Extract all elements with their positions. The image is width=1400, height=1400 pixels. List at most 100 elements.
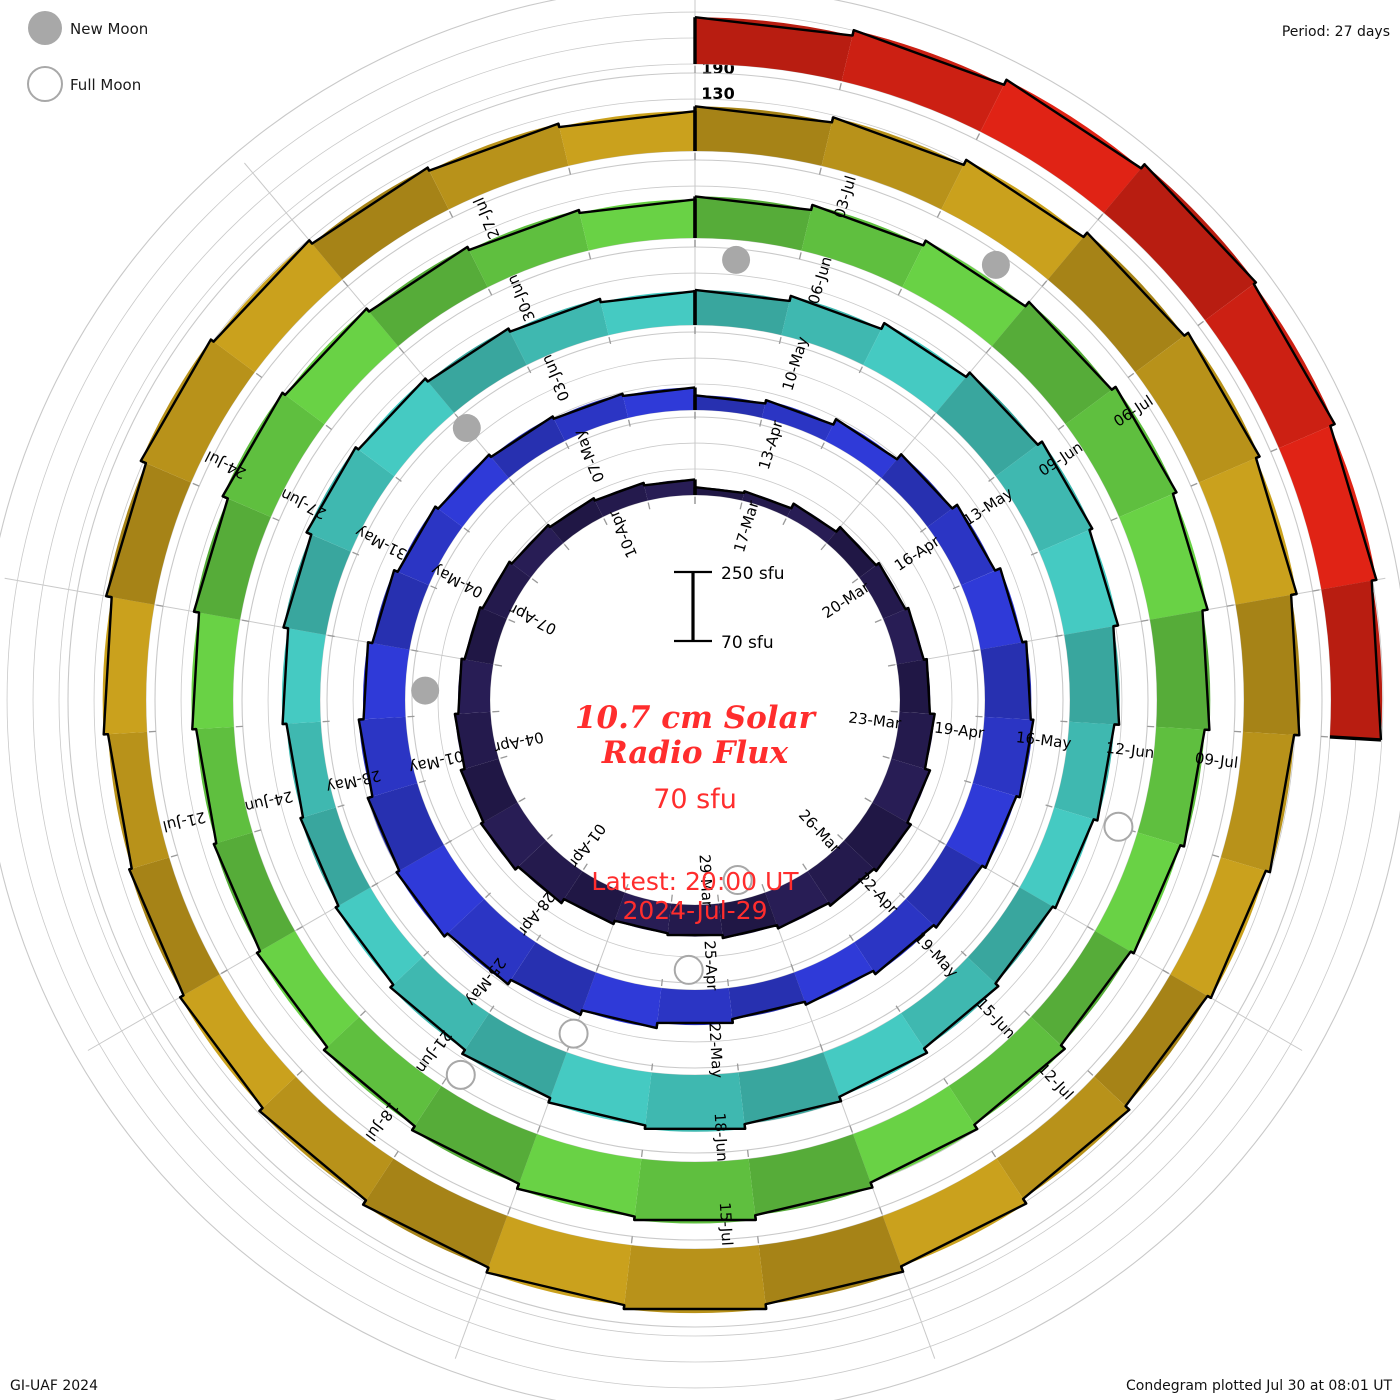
- condegram-day-sector: [222, 392, 325, 518]
- day-tick: [1030, 551, 1038, 556]
- ring-date-label: 03-Jun: [538, 352, 574, 404]
- day-tick: [527, 366, 532, 374]
- condegram-step-riser: [1002, 79, 1008, 86]
- day-tick: [342, 280, 349, 287]
- condegram-day-sector: [283, 534, 351, 635]
- condegram-ring: [191, 195, 1211, 1224]
- scalebar-bottom-label: 70 sfu: [721, 633, 774, 653]
- condegram-step-riser: [1111, 385, 1117, 391]
- new-moon-marker: [452, 414, 481, 443]
- condegram-step-riser: [411, 1125, 416, 1131]
- day-tick: [337, 804, 345, 808]
- ring-date-label: 12-Jun: [1105, 739, 1156, 763]
- day-tick: [991, 1150, 997, 1158]
- day-tick: [761, 883, 766, 891]
- scale-tick-130: 130: [701, 84, 734, 103]
- condegram-day-sector: [781, 295, 882, 365]
- ring-date-label: 01-May: [407, 747, 465, 777]
- day-tick: [660, 979, 664, 987]
- new-moon-marker: [722, 245, 751, 274]
- condegram-day-sector: [486, 1215, 632, 1306]
- condegram-day-sector: [801, 204, 924, 288]
- day-tick: [500, 755, 508, 759]
- day-tick: [568, 167, 572, 175]
- day-tick: [518, 797, 526, 803]
- condegram-day-sector: [107, 731, 170, 869]
- day-tick: [1162, 969, 1170, 975]
- condegram-step-riser: [1172, 491, 1177, 495]
- day-tick: [938, 839, 945, 845]
- condegram-step-riser: [612, 920, 616, 925]
- condegram-day-sector: [1119, 493, 1208, 620]
- condegram-day-sector: [996, 1076, 1130, 1199]
- day-tick: [327, 634, 335, 638]
- condegram-day-sector: [1205, 283, 1335, 449]
- ring-date-label: 16-Apr: [891, 532, 943, 575]
- day-tick: [851, 578, 859, 584]
- day-tick: [255, 372, 263, 379]
- condegram-day-sector: [358, 378, 454, 477]
- ring-date-label: 31-May: [352, 522, 410, 563]
- condegram-day-sector: [559, 111, 695, 166]
- day-tick: [192, 482, 200, 487]
- day-tick: [296, 1070, 303, 1076]
- condegram-step-riser: [1202, 608, 1208, 612]
- day-tick: [798, 252, 802, 260]
- condegram-day-sector: [794, 942, 874, 1005]
- day-tick: [1045, 804, 1053, 808]
- condegram-step-riser: [1290, 592, 1297, 597]
- condegram-day-sector: [553, 393, 629, 441]
- condegram-day-sector: [927, 504, 996, 586]
- condegram-day-sector: [481, 802, 546, 870]
- condegram-day-sector: [518, 840, 583, 904]
- day-tick: [759, 419, 763, 427]
- ring-date-label: 29-Mar: [696, 854, 717, 909]
- condegram-step-riser: [281, 391, 286, 396]
- day-tick: [936, 210, 942, 218]
- condegram-day-sector: [761, 400, 834, 441]
- day-tick: [156, 604, 164, 607]
- condegram-day-sector: [600, 291, 695, 336]
- day-tick: [1110, 517, 1118, 522]
- condegram-day-sector: [936, 372, 1038, 477]
- condegram-step-riser: [485, 1267, 490, 1273]
- condegram-day-sector: [787, 503, 837, 543]
- condegram-ring: [281, 288, 1121, 1132]
- center-title-line1: 10.7 cm Solar: [575, 700, 818, 736]
- condegram-step-riser: [514, 865, 519, 871]
- day-tick: [864, 797, 872, 803]
- condegram-day-sector: [180, 974, 296, 1108]
- condegram-day-sector: [548, 1052, 652, 1126]
- ring-date-label: 09-Jul: [1194, 749, 1239, 772]
- center-title-line2: Radio Flux: [601, 735, 789, 771]
- day-tick: [241, 619, 249, 622]
- condegram-day-sector: [967, 887, 1053, 984]
- condegram-step-riser: [1124, 1105, 1131, 1111]
- condegram-step-riser: [1329, 422, 1336, 428]
- condegram-step-riser: [213, 842, 217, 846]
- condegram-day-sector: [758, 1215, 904, 1305]
- day-tick: [1011, 882, 1019, 888]
- condegram-step-riser: [1037, 440, 1043, 446]
- ring-date-label: 22-Apr: [854, 869, 902, 918]
- day-tick: [565, 442, 570, 450]
- condegram-day-sector: [457, 658, 494, 714]
- condegram-day-sector: [844, 802, 911, 872]
- condegram-step-riser: [764, 1304, 768, 1310]
- condegram-step-riser: [424, 377, 429, 383]
- day-tick: [463, 527, 470, 533]
- condegram-day-sector: [853, 1085, 978, 1183]
- day-tick: [393, 1150, 399, 1158]
- condegram-step-riser: [922, 240, 927, 246]
- day-tick: [1086, 925, 1094, 931]
- day-tick: [726, 979, 730, 987]
- period-label: Period: 27 days: [1282, 24, 1390, 40]
- day-tick: [1141, 619, 1149, 622]
- day-tick: [858, 366, 863, 374]
- condegram-step-riser: [283, 626, 289, 630]
- condegram-day-sector: [300, 807, 371, 906]
- condegram-step-riser: [830, 117, 835, 123]
- day-tick: [630, 1236, 633, 1244]
- ring-date-label: 19-Apr: [933, 719, 986, 743]
- condegram-step-riser: [923, 1047, 929, 1054]
